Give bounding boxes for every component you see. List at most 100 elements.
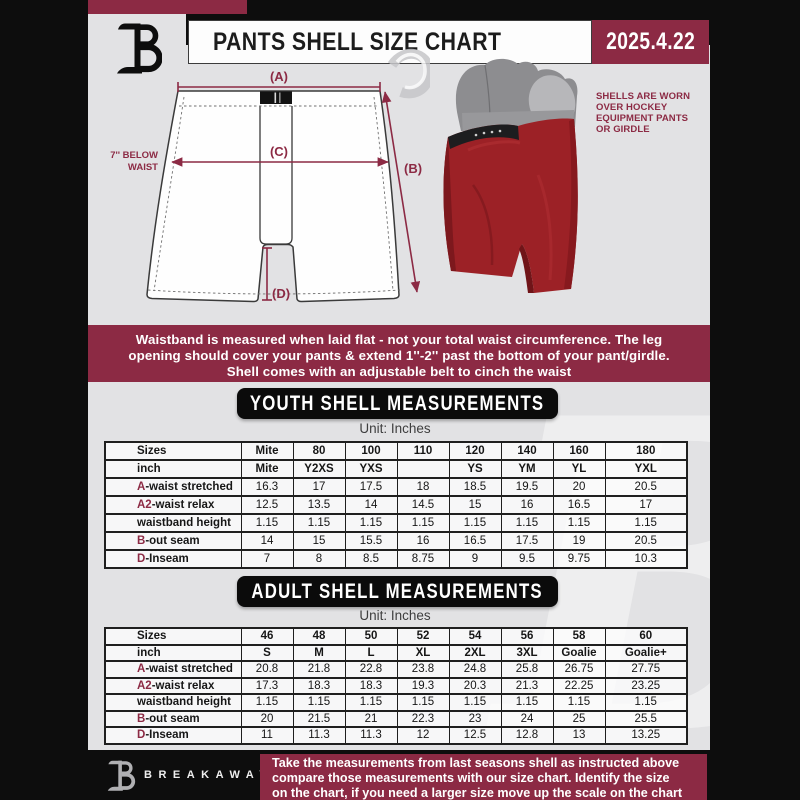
row-label: waistband height bbox=[104, 513, 242, 533]
text-line: SHELLS ARE WORN bbox=[596, 91, 691, 102]
youth-unit-label: Unit: Inches bbox=[359, 421, 431, 436]
table-cell: 1.15 bbox=[396, 513, 450, 533]
table-cell: 7 bbox=[240, 549, 294, 569]
table-cell: 15 bbox=[448, 495, 502, 515]
text-line: compare those measurements with our size… bbox=[272, 771, 670, 786]
table-cell: 140 bbox=[500, 441, 554, 461]
header-accent bbox=[88, 0, 247, 14]
dimension-line-d bbox=[262, 247, 272, 301]
table-row: A2-waist relax 17.3 18.3 18.3 19.3 20.3 21.3 22… bbox=[104, 676, 688, 695]
table-cell: 52 bbox=[396, 627, 450, 646]
table-cell: 26.75 bbox=[552, 660, 606, 679]
table-cell: 17.3 bbox=[240, 676, 294, 695]
table-cell: 11.3 bbox=[292, 726, 346, 745]
row-label: waistband height bbox=[104, 693, 242, 712]
table-cell: 16 bbox=[500, 495, 554, 515]
text-line: EQUIPMENT PANTS bbox=[596, 113, 689, 124]
table-cell: S bbox=[240, 643, 294, 662]
youth-measurements-table: Sizes Mite 80 100 110 120 140 160 180 inch Mite Y2X… bbox=[104, 441, 688, 569]
text-line: Shell comes with an adjustable belt to c… bbox=[226, 363, 572, 379]
table-row: A-waist stretched 20.8 21.8 22.8 23.8 24.8 25.… bbox=[104, 660, 688, 679]
table-cell: YS bbox=[448, 459, 502, 479]
table-cell: 17.5 bbox=[500, 531, 554, 551]
brand-name: BREAKAWAY bbox=[144, 769, 273, 781]
table-cell: 1.15 bbox=[396, 693, 450, 712]
table-cell: 50 bbox=[344, 627, 398, 646]
table-cell: 58 bbox=[552, 627, 606, 646]
table-cell: 13 bbox=[552, 726, 606, 745]
row-label: A2-waist relax bbox=[104, 495, 242, 515]
waist-note-line2: WAIST bbox=[128, 162, 158, 173]
date-text: 2025.4.22 bbox=[605, 28, 696, 55]
table-cell: 25.5 bbox=[604, 709, 688, 728]
table-cell: 1.15 bbox=[240, 513, 294, 533]
youth-section-banner: YOUTH SHELL MEASUREMENTS bbox=[237, 388, 558, 419]
row-label: A-waist stretched bbox=[104, 660, 242, 679]
shorts-diagram: (A) (C) (B) (D) 7'' BELOW WAIST bbox=[110, 48, 430, 303]
footer-instructions: Take the measurements from last seasons … bbox=[260, 754, 707, 800]
table-cell: 9 bbox=[448, 549, 502, 569]
table-cell: 14 bbox=[240, 531, 294, 551]
table-cell: 15.5 bbox=[344, 531, 398, 551]
table-cell: 19.3 bbox=[396, 676, 450, 695]
table-row: Sizes Mite 80 100 110 120 140 160 180 bbox=[104, 441, 688, 461]
table-cell: 13.25 bbox=[604, 726, 688, 745]
title-bar: PANTS SHELL SIZE CHART bbox=[188, 20, 592, 64]
table-cell: 9.5 bbox=[500, 549, 554, 569]
row-label: D-Inseam bbox=[104, 726, 242, 745]
table-cell: 1.15 bbox=[344, 693, 398, 712]
table-cell: 23 bbox=[448, 709, 502, 728]
table-cell: 20.5 bbox=[604, 477, 688, 497]
table-cell: 1.15 bbox=[604, 693, 688, 712]
label-a: (A) bbox=[270, 69, 288, 84]
table-cell: 21.8 bbox=[292, 660, 346, 679]
table-cell: 12 bbox=[396, 726, 450, 745]
table-cell: 180 bbox=[604, 441, 688, 461]
shorts-outline bbox=[146, 90, 401, 303]
table-cell: Y2XS bbox=[292, 459, 346, 479]
label-c: (C) bbox=[270, 144, 288, 159]
table-cell: 15 bbox=[292, 531, 346, 551]
table-cell: 10.3 bbox=[604, 549, 688, 569]
table-cell: Mite bbox=[240, 459, 294, 479]
table-cell: 11.3 bbox=[344, 726, 398, 745]
hockey-pants-photo bbox=[443, 58, 578, 294]
date-badge: 2025.4.22 bbox=[592, 20, 709, 64]
table-cell: 17 bbox=[292, 477, 346, 497]
table-cell: M bbox=[292, 643, 346, 662]
table-cell: 8 bbox=[292, 549, 346, 569]
table-cell: 24 bbox=[500, 709, 554, 728]
table-cell: 56 bbox=[500, 627, 554, 646]
table-cell: 1.15 bbox=[500, 513, 554, 533]
table-cell: 16 bbox=[396, 531, 450, 551]
text-line: on the chart, if you need a larger size … bbox=[272, 786, 683, 800]
table-cell: 14 bbox=[344, 495, 398, 515]
table-row: inch S M L XL 2XL 3XL Goalie Goalie+ bbox=[104, 643, 688, 662]
table-cell: YXS bbox=[344, 459, 398, 479]
table-cell: 11 bbox=[240, 726, 294, 745]
table-cell: 18.5 bbox=[448, 477, 502, 497]
table-cell: Goalie+ bbox=[604, 643, 688, 662]
table-row: D-Inseam 7 8 8.5 8.75 9 9.5 9.75 10.3 bbox=[104, 549, 688, 569]
table-cell: 12.8 bbox=[500, 726, 554, 745]
shell-waistband bbox=[448, 124, 519, 149]
row-label: Sizes bbox=[104, 627, 242, 646]
table-cell: 23.25 bbox=[604, 676, 688, 695]
footer-breakaway-logo-icon bbox=[107, 760, 136, 791]
table-cell: 1.15 bbox=[240, 693, 294, 712]
waist-note-line1: 7'' BELOW bbox=[110, 150, 158, 161]
table-cell: 8.75 bbox=[396, 549, 450, 569]
table-cell: YL bbox=[552, 459, 606, 479]
table-cell: 1.15 bbox=[344, 513, 398, 533]
footer-bar: BREAKAWAY Take the measurements from las… bbox=[88, 750, 710, 800]
table-cell: 20.5 bbox=[604, 531, 688, 551]
text-line: opening should cover your pants & extend… bbox=[128, 347, 670, 363]
table-row: waistband height 1.15 1.15 1.15 1.15 1.15 1.15… bbox=[104, 513, 688, 533]
table-cell: L bbox=[344, 643, 398, 662]
table-cell: 1.15 bbox=[448, 513, 502, 533]
table-cell: Mite bbox=[240, 441, 294, 461]
row-label: A2-waist relax bbox=[104, 676, 242, 695]
table-cell: 21.3 bbox=[500, 676, 554, 695]
table-cell: 22.3 bbox=[396, 709, 450, 728]
dimension-line-a bbox=[177, 82, 381, 92]
